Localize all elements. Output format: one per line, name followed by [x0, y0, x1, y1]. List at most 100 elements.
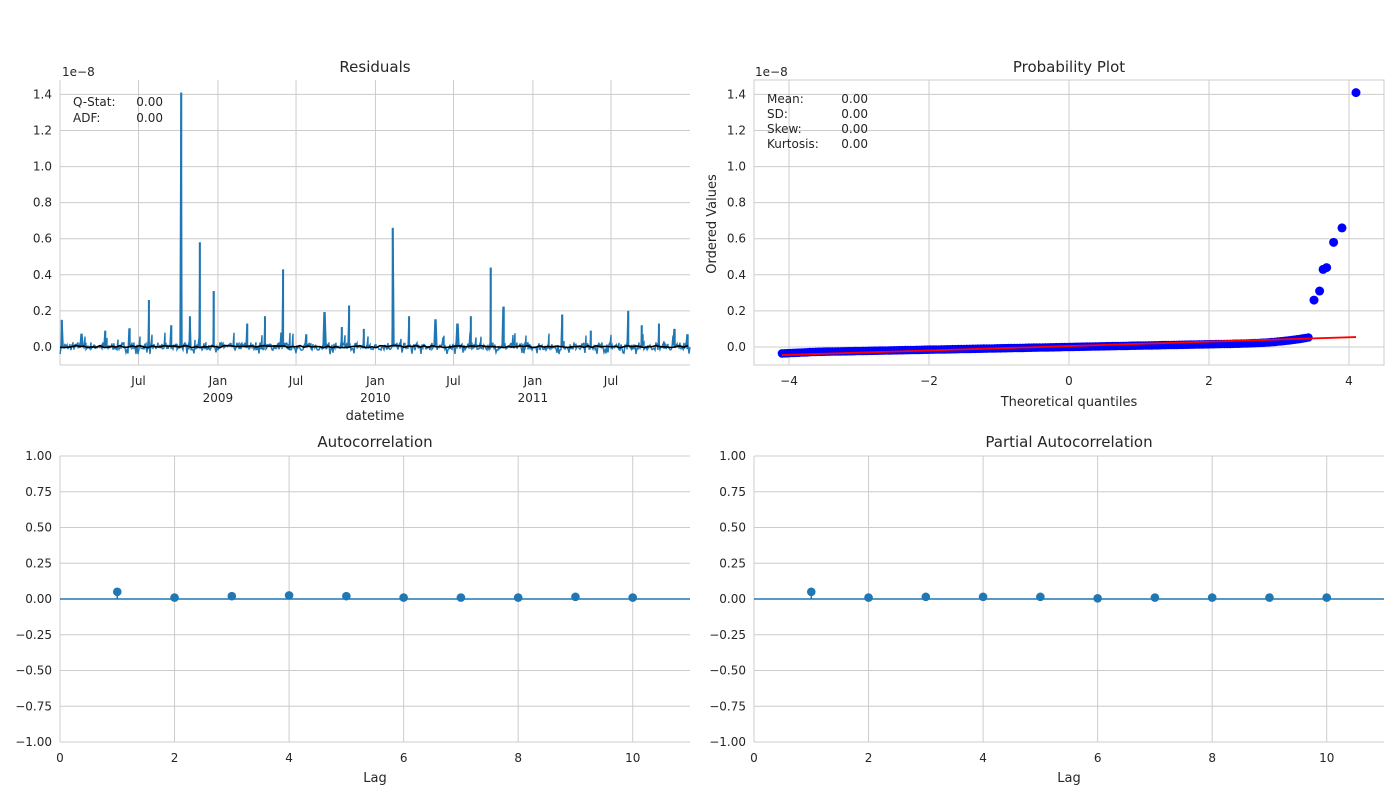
residuals-xtick-year-label: 2010: [360, 391, 391, 405]
probability-plot-offset-text: 1e−8: [755, 65, 788, 79]
autocorrelation-ytick-label: −0.25: [15, 628, 52, 642]
partial-autocorrelation-ytick-label: 1.00: [719, 449, 746, 463]
residuals-xtick-label: Jan: [523, 374, 543, 388]
autocorrelation-stem-marker: [628, 593, 638, 602]
probability-plot-annotation-value: 0.00: [841, 92, 868, 106]
probability-plot-ytick-label: 0.4: [727, 268, 746, 282]
partial-autocorrelation-xtick-label: 2: [865, 751, 873, 765]
autocorrelation-stem-marker: [342, 591, 351, 601]
autocorrelation-ytick-label: 0.00: [25, 592, 52, 606]
probability-plot-outlier-point: [1315, 286, 1325, 296]
residuals-ytick-label: 0.4: [33, 268, 52, 282]
partial-autocorrelation-stem-marker: [921, 592, 931, 602]
partial-autocorrelation-ytick-label: −0.75: [709, 699, 746, 713]
autocorrelation-stem-marker: [456, 593, 466, 602]
autocorrelation-xtick-label: 8: [514, 751, 522, 765]
autocorrelation-stem-marker: [170, 593, 179, 602]
residuals-xtick-year-label: 2011: [518, 391, 549, 405]
autocorrelation-ytick-label: −0.75: [15, 699, 52, 713]
probability-plot-ytick-label: 0.0: [727, 340, 746, 354]
residuals-xtick-label: Jul: [603, 374, 618, 388]
residuals-ytick-label: 0.2: [33, 304, 52, 318]
autocorrelation-stem-marker: [112, 587, 122, 597]
residuals-rolling-mean-line: [59, 344, 689, 349]
residuals-xtick-label: Jan: [208, 374, 228, 388]
partial-autocorrelation-ytick-label: −0.50: [709, 664, 746, 678]
autocorrelation-ytick-label: 0.50: [25, 521, 52, 535]
residuals-xtick-label: Jul: [445, 374, 460, 388]
probability-plot-annotation-label: Kurtosis:: [767, 137, 819, 151]
probability-plot-xtick-label: −2: [920, 374, 938, 388]
probability-plot-outlier-point: [1309, 295, 1319, 305]
partial-autocorrelation-xtick-label: 10: [1319, 751, 1334, 765]
residuals-xtick-label: Jan: [365, 374, 385, 388]
autocorrelation-stem-marker: [571, 592, 580, 602]
autocorrelation-stem-marker: [399, 593, 408, 602]
residuals-ytick-label: 1.4: [33, 87, 52, 101]
partial-autocorrelation-panel: Partial Autocorrelation Lag −1.00 −0.75 −0…: [709, 433, 1384, 786]
partial-autocorrelation-xtick-label: 4: [979, 751, 987, 765]
partial-autocorrelation-xtick-label: 8: [1208, 751, 1216, 765]
partial-autocorrelation-stem-marker: [978, 592, 988, 602]
residuals-ytick-label: 0.8: [33, 196, 52, 210]
probability-plot-annotation-label: SD:: [767, 107, 788, 121]
partial-autocorrelation-stem-marker: [864, 593, 873, 602]
autocorrelation-panel: Autocorrelation Lag −1.00 −0.75 −0.50 −0.25…: [15, 433, 690, 786]
residuals-ytick-label: 0.6: [33, 232, 52, 246]
partial-autocorrelation-stem-marker: [1265, 593, 1274, 602]
probability-plot-xlabel: Theoretical quantiles: [1000, 395, 1138, 410]
probability-plot-ytick-label: 0.6: [727, 232, 746, 246]
probability-plot-xtick-label: −4: [780, 374, 798, 388]
autocorrelation-stem-marker: [227, 591, 237, 601]
autocorrelation-xtick-label: 6: [400, 751, 408, 765]
residuals-ytick-label: 1.0: [33, 160, 52, 174]
probability-plot-outlier-point: [1351, 88, 1361, 98]
residuals-annotation-value: 0.00: [136, 111, 163, 125]
probability-plot-outlier-point: [1329, 237, 1339, 247]
partial-autocorrelation-stem-marker: [806, 587, 816, 597]
partial-autocorrelation-ytick-label: 0.75: [719, 485, 746, 499]
autocorrelation-xtick-label: 4: [285, 751, 293, 765]
partial-autocorrelation-ytick-label: 0.50: [719, 521, 746, 535]
residuals-annotation-value: 0.00: [136, 95, 163, 109]
partial-autocorrelation-xtick-label: 0: [750, 751, 758, 765]
probability-plot-fit-line: [781, 336, 1357, 356]
residuals-ytick-label: 1.2: [33, 124, 52, 138]
residuals-panel: Residuals 1e−8 datetime 0.0 0.2 0.4 0.6 0.8 1…: [33, 58, 691, 424]
residuals-xtick-year-label: 2009: [203, 391, 234, 405]
partial-autocorrelation-stem-marker: [1036, 592, 1045, 602]
probability-plot-ylabel: Ordered Values: [705, 174, 720, 274]
partial-autocorrelation-stem-marker: [1207, 593, 1217, 602]
partial-autocorrelation-stem-marker: [1150, 593, 1160, 602]
autocorrelation-ytick-label: 0.25: [25, 556, 52, 570]
residuals-xtick-label: Jul: [130, 374, 145, 388]
autocorrelation-ytick-label: −1.00: [15, 735, 52, 749]
probability-plot-annotation-value: 0.00: [841, 107, 868, 121]
probability-plot-frame: [753, 79, 1385, 366]
residuals-xtick-label: Jul: [288, 374, 303, 388]
autocorrelation-stem-marker: [284, 591, 294, 600]
autocorrelation-ytick-label: −0.50: [15, 664, 52, 678]
probability-plot-outlier-point: [1318, 264, 1328, 274]
partial-autocorrelation-ytick-label: −0.25: [709, 628, 746, 642]
autocorrelation-stem-marker: [513, 593, 523, 602]
partial-autocorrelation-xtick-label: 6: [1094, 751, 1102, 765]
probability-plot-xtick-label: 4: [1345, 374, 1353, 388]
probability-plot-title: Probability Plot: [1013, 58, 1125, 76]
partial-autocorrelation-ytick-label: −1.00: [709, 735, 746, 749]
probability-plot-annotation-label: Skew:: [767, 122, 802, 136]
probability-plot-ytick-label: 1.4: [727, 87, 746, 101]
probability-plot-outlier-point: [1337, 223, 1347, 233]
probability-plot-ytick-label: 0.8: [727, 196, 746, 210]
probability-plot-ytick-label: 1.0: [727, 160, 746, 174]
residuals-annotation-label: ADF:: [73, 111, 100, 125]
autocorrelation-title: Autocorrelation: [317, 433, 432, 451]
autocorrelation-xtick-label: 10: [625, 751, 640, 765]
autocorrelation-xtick-label: 0: [56, 751, 64, 765]
probability-plot-panel: Probability Plot 1e−8 Theoretical quanti…: [705, 58, 1385, 410]
autocorrelation-ytick-label: 0.75: [25, 485, 52, 499]
residuals-offset-text: 1e−8: [62, 65, 95, 79]
probability-plot-annotation-value: 0.00: [841, 137, 868, 151]
residuals-title: Residuals: [339, 58, 410, 76]
